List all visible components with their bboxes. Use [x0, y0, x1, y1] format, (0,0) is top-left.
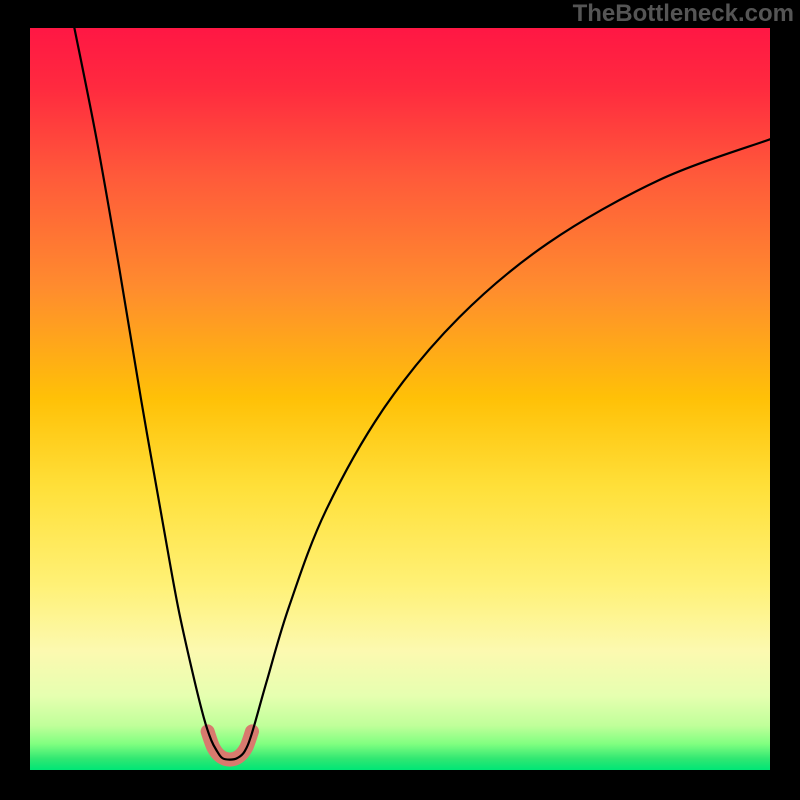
border-bottom — [0, 770, 800, 800]
plot-svg — [30, 28, 770, 770]
border-right — [770, 0, 800, 800]
border-left — [0, 0, 30, 800]
chart-frame: TheBottleneck.com — [0, 0, 800, 800]
watermark-text: TheBottleneck.com — [573, 0, 794, 28]
plot-area — [30, 28, 770, 770]
